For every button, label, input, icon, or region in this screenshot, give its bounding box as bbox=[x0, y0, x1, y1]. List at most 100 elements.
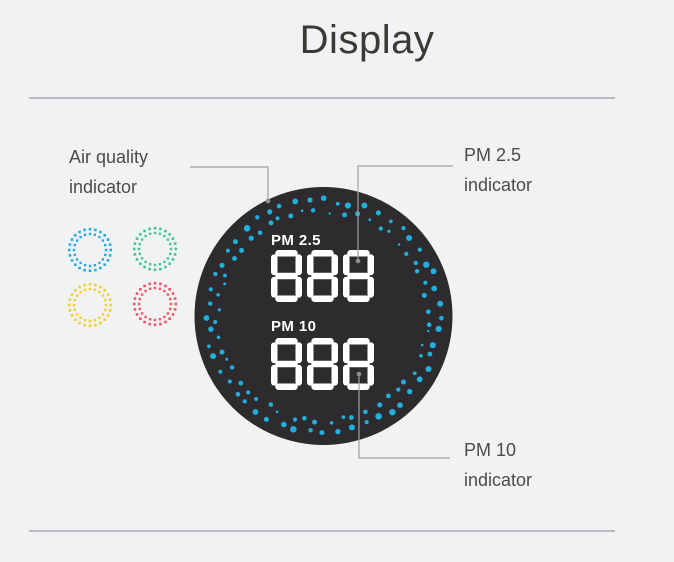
air-quality-level-dot bbox=[173, 297, 177, 300]
led-ring-dot bbox=[208, 326, 214, 332]
air-quality-level-dot bbox=[74, 234, 77, 237]
air-quality-level-dot bbox=[79, 261, 82, 265]
pm25-indicator-label-line2: indicator bbox=[464, 175, 533, 195]
led-ring-dot bbox=[257, 230, 263, 236]
air-quality-level-dot bbox=[99, 230, 102, 234]
air-quality-level-dot bbox=[68, 243, 72, 246]
air-quality-level-dot bbox=[148, 227, 151, 231]
air-quality-level-dot bbox=[140, 257, 144, 260]
air-quality-level-dot bbox=[101, 258, 105, 261]
air-quality-level-dot bbox=[169, 307, 172, 311]
air-quality-indicator-label-line1: Air quality bbox=[69, 147, 149, 167]
air-quality-level-dot bbox=[88, 282, 92, 286]
led-ring-dot bbox=[419, 354, 423, 358]
air-quality-level-dot bbox=[148, 282, 151, 286]
air-quality-level-dot bbox=[144, 260, 147, 264]
air-quality-level-dot bbox=[139, 262, 142, 265]
air-quality-level-dot bbox=[108, 243, 112, 246]
led-ring-dot bbox=[414, 269, 420, 274]
air-quality-level-dot bbox=[109, 303, 113, 307]
air-quality-level-dot bbox=[103, 263, 106, 266]
top-divider bbox=[29, 97, 615, 99]
air-quality-level-dot bbox=[78, 266, 81, 270]
air-quality-level-dot bbox=[143, 229, 146, 233]
led-ring-dot bbox=[223, 273, 227, 278]
led-ring-dot bbox=[407, 388, 413, 395]
led-ring-dot bbox=[267, 209, 273, 215]
led-ring-dot bbox=[227, 379, 232, 384]
led-ring-dot bbox=[307, 197, 313, 203]
air-quality-level-dot bbox=[166, 312, 170, 315]
air-quality-level-dot bbox=[78, 285, 81, 289]
air-quality-level-dot bbox=[88, 324, 92, 328]
led-ring-dot bbox=[375, 210, 381, 216]
led-ring-dot bbox=[349, 415, 354, 420]
air-quality-level-dot bbox=[143, 320, 146, 324]
air-quality-level-dot bbox=[94, 268, 97, 272]
led-ring-dot bbox=[216, 293, 220, 297]
led-ring-dot bbox=[300, 209, 304, 212]
led-ring-dot bbox=[276, 203, 282, 209]
led-ring-dot bbox=[344, 202, 351, 209]
air-quality-level-dot bbox=[94, 283, 97, 287]
air-quality-level-dot bbox=[83, 228, 86, 232]
led-ring-dot bbox=[218, 369, 223, 374]
air-quality-level-dot bbox=[93, 288, 97, 291]
air-quality-level-dot bbox=[173, 308, 177, 311]
led-ring-dot bbox=[378, 226, 383, 231]
air-quality-level-dot bbox=[171, 292, 175, 295]
led-ring-dot bbox=[361, 202, 368, 209]
air-quality-level-dot bbox=[133, 242, 137, 245]
led-ring-dot bbox=[430, 268, 437, 275]
air-quality-level-dot bbox=[133, 297, 137, 300]
led-ring-dot bbox=[210, 353, 217, 360]
led-ring-dot bbox=[254, 397, 259, 401]
air-quality-level-dot bbox=[171, 237, 175, 240]
led-ring-dot bbox=[219, 262, 225, 268]
led-ring-dot bbox=[292, 417, 298, 422]
air-quality-level-dot bbox=[133, 308, 137, 311]
air-quality-level-dot bbox=[139, 233, 142, 236]
air-quality-level-dot bbox=[132, 302, 136, 306]
air-quality-level-dot bbox=[168, 317, 171, 320]
air-quality-level-dot bbox=[101, 313, 105, 316]
led-ring-dot bbox=[232, 256, 237, 261]
air-quality-level-dot bbox=[140, 238, 144, 241]
air-quality-level-dot bbox=[88, 227, 92, 231]
led-ring-dot bbox=[242, 399, 247, 404]
led-ring-dot bbox=[203, 315, 210, 321]
air-quality-level-dot bbox=[138, 252, 141, 256]
air-quality-level-dot bbox=[138, 307, 141, 311]
air-quality-level-dot bbox=[83, 323, 86, 327]
led-ring-dot bbox=[389, 219, 393, 224]
air-quality-level-dot bbox=[73, 243, 76, 247]
seven-segment-digit bbox=[307, 338, 338, 390]
led-ring-dot bbox=[413, 260, 418, 266]
air-quality-level-dot bbox=[153, 231, 157, 235]
air-quality-level-dot bbox=[148, 318, 152, 321]
air-quality-level-dot bbox=[173, 253, 177, 256]
air-quality-level-dot bbox=[137, 247, 141, 251]
led-ring-dot bbox=[308, 428, 313, 433]
led-ring-dot bbox=[310, 208, 316, 213]
led-ring-dot bbox=[348, 424, 355, 431]
air-quality-level-dot bbox=[93, 233, 97, 236]
air-quality-level-dot bbox=[168, 262, 171, 265]
air-quality-level-dot bbox=[70, 293, 74, 296]
led-ring-dot bbox=[329, 421, 334, 425]
air-quality-level-dot bbox=[153, 263, 157, 267]
device-pm25-label: PM 2.5 bbox=[271, 232, 321, 249]
air-quality-level-dot bbox=[83, 268, 86, 272]
bottom-divider bbox=[29, 530, 615, 532]
led-ring-dot bbox=[397, 402, 403, 408]
led-ring-dot bbox=[302, 415, 307, 421]
air-quality-level-dot bbox=[148, 267, 151, 271]
led-ring-dot bbox=[421, 293, 427, 298]
air-quality-level-dot bbox=[79, 235, 82, 239]
led-ring-dot bbox=[246, 390, 251, 395]
air-quality-level-dot bbox=[103, 234, 106, 237]
air-quality-level-dot bbox=[158, 263, 162, 266]
air-quality-level-dot bbox=[83, 233, 87, 236]
led-ring-dot bbox=[320, 195, 327, 201]
